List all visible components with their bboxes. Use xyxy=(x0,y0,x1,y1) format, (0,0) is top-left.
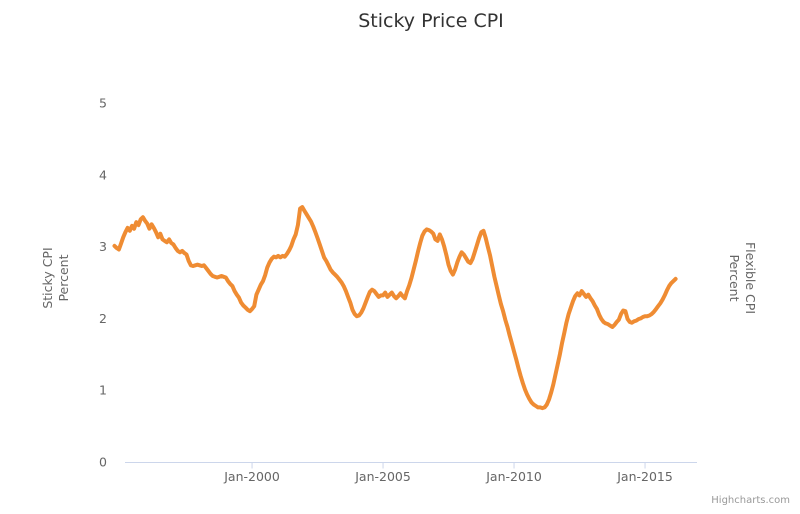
x-axis-label: Jan-2010 xyxy=(485,469,542,484)
x-axis-label: Jan-2005 xyxy=(354,469,411,484)
y-axis-label: 1 xyxy=(99,383,107,398)
y-axis-label: 0 xyxy=(99,455,107,470)
y-axis-label: 4 xyxy=(99,167,107,182)
y-axis-label: 2 xyxy=(99,311,107,326)
x-axis-label: Jan-2015 xyxy=(616,469,673,484)
sticky-cpi-series-line[interactable] xyxy=(112,205,678,411)
y-axis-label: 5 xyxy=(99,96,107,111)
y-axis-label: 3 xyxy=(99,239,107,254)
x-axis-label: Jan-2000 xyxy=(223,469,280,484)
highcharts-credit-link[interactable]: Highcharts.com xyxy=(711,495,790,506)
chart-title: Sticky Price CPI xyxy=(358,10,504,32)
